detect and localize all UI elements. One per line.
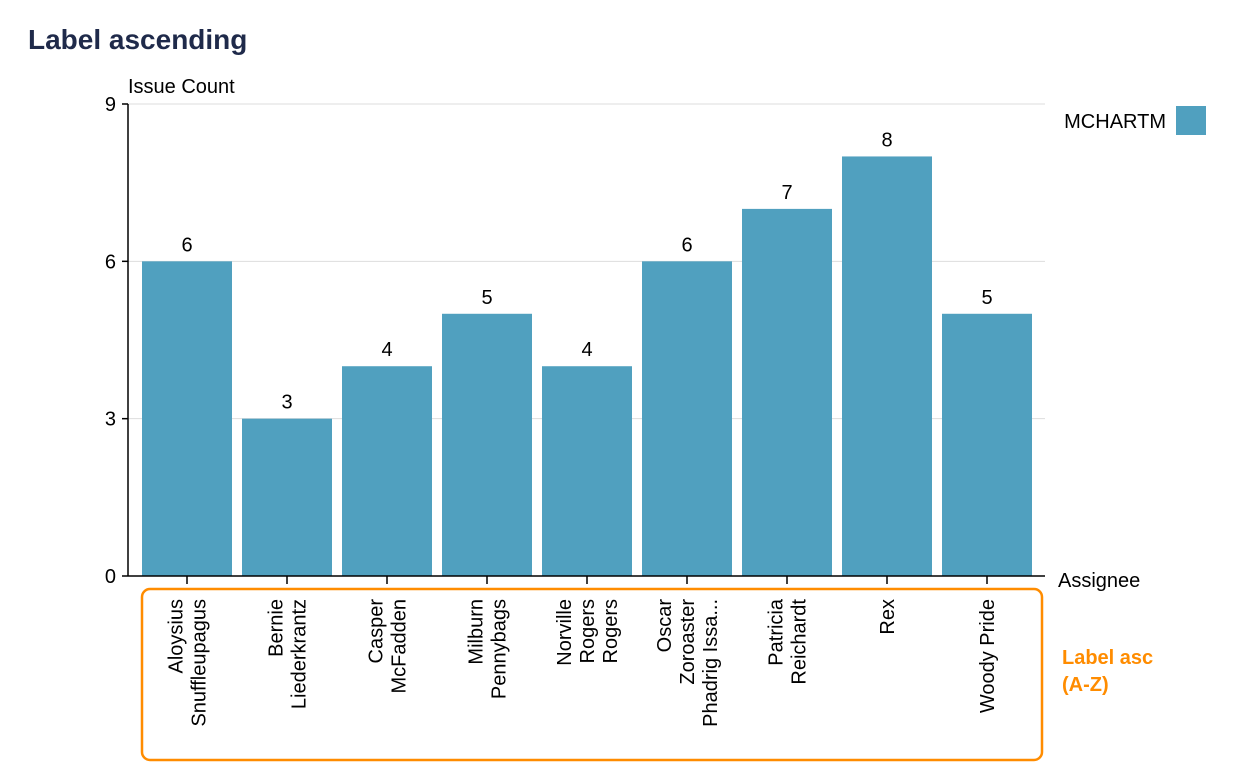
bar <box>642 261 732 576</box>
x-tick-label: MilburnPennybags <box>466 599 511 699</box>
x-tick-label: Rex <box>877 599 899 635</box>
data-label: 6 <box>181 234 192 256</box>
legend-label: MCHARTM <box>1064 111 1166 133</box>
sort-note-line: Label asc <box>1062 647 1154 669</box>
x-tick-label-line: Casper <box>366 599 388 664</box>
x-tick-label: OscarZoroasterPhadrig Issa... <box>654 599 722 727</box>
x-tick-label-line: Bernie <box>266 599 288 657</box>
y-tick-label: 9 <box>105 94 116 116</box>
x-tick-label-line: Snuffleupagus <box>189 599 211 727</box>
x-tick-label-line: Zoroaster <box>677 599 699 685</box>
data-label: 7 <box>781 182 792 204</box>
x-tick-label-line: Pennybags <box>489 599 511 699</box>
bar <box>742 208 832 576</box>
bar <box>142 261 232 576</box>
x-tick-label-line: Oscar <box>654 599 676 653</box>
data-label: 5 <box>481 287 492 309</box>
sort-note: Label asc (A-Z) <box>1062 645 1153 699</box>
x-tick-label: AloysiusSnuffleupagus <box>166 599 211 727</box>
x-tick-label-line: Phadrig Issa... <box>700 599 722 727</box>
y-tick-label: 0 <box>105 566 116 588</box>
x-tick-label-line: Milburn <box>466 599 488 665</box>
data-label: 8 <box>881 129 892 151</box>
bar <box>942 313 1032 576</box>
data-label: 4 <box>381 339 392 361</box>
x-axis-label: Assignee <box>1058 570 1140 592</box>
page-title: Label ascending <box>28 24 248 55</box>
x-tick-label-line: Rogers <box>600 599 622 663</box>
x-tick-label-line: Aloysius <box>166 599 188 673</box>
x-tick-label: BernieLiederkrantz <box>266 599 311 709</box>
x-tick-label: Woody Pride <box>977 599 999 713</box>
y-tick-label: 6 <box>105 251 116 273</box>
data-label: 5 <box>981 287 992 309</box>
x-tick-label-line: Norville <box>554 599 576 666</box>
y-tick-label: 3 <box>105 409 116 431</box>
bar <box>542 366 632 576</box>
x-tick-label-line: Liederkrantz <box>289 599 311 709</box>
bars: 6 3 4 5 4 6 7 8 5 <box>142 129 1032 576</box>
data-label: 4 <box>581 339 592 361</box>
axes: 0 3 6 9 AloysiusSnuffleupagus BernieLiederkra… <box>105 94 1045 727</box>
x-tick-label: CasperMcFadden <box>366 599 411 694</box>
bar <box>442 313 532 576</box>
legend-swatch <box>1176 106 1206 135</box>
bar <box>342 366 432 576</box>
x-tick-label: NorvilleRogersRogers <box>554 599 622 666</box>
bar <box>242 418 332 576</box>
bar <box>842 156 932 576</box>
x-tick-label: PatriciaReichardt <box>766 598 811 684</box>
y-axis-label: Issue Count <box>128 76 235 98</box>
data-label: 3 <box>281 392 292 414</box>
x-tick-label-line: McFadden <box>389 599 411 694</box>
x-tick-label-line: Woody Pride <box>977 599 999 713</box>
x-tick-label-line: Rogers <box>577 599 599 663</box>
x-tick-label-line: Rex <box>877 599 899 635</box>
x-tick-label-line: Reichardt <box>789 599 811 685</box>
data-label: 6 <box>681 234 692 256</box>
x-labels-highlight-box <box>140 587 1044 762</box>
x-tick-label-line: Patricia <box>766 598 788 666</box>
sort-note-line: (A-Z) <box>1062 674 1109 696</box>
